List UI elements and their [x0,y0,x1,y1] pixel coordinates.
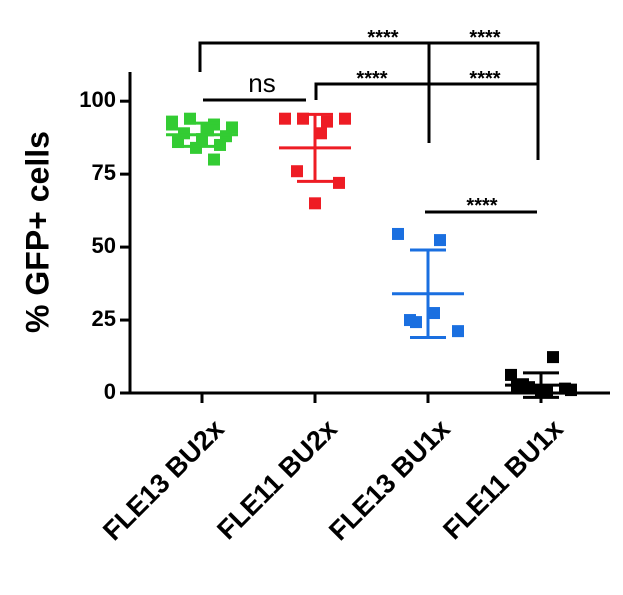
point [452,325,464,338]
annotation: ns [248,68,275,98]
y-tick-label: 75 [92,160,116,185]
y-tick-label: 25 [92,306,116,331]
annotation: **** [469,27,500,49]
annotation: **** [466,195,497,217]
x-tick-label: FLE11 BU1x [437,414,569,546]
bracket [314,82,538,143]
y-tick-label: 100 [79,87,116,112]
point [505,368,517,381]
point [309,197,321,210]
y-tick-label: 0 [104,379,116,404]
x-tick-label: FLE13 BU1x [323,414,456,547]
point [339,112,351,125]
point [279,112,291,125]
point [166,118,178,131]
point [428,307,440,320]
error-bar [410,248,446,340]
error-bar [184,121,220,148]
annotation: **** [356,68,387,90]
y-tick-label: 50 [92,233,116,258]
point [321,115,333,128]
point [208,153,220,166]
annotation: **** [469,68,500,90]
point [172,136,184,149]
point [291,165,303,178]
error-bar [523,371,559,399]
brackets [198,41,540,214]
error-bar [297,112,333,183]
annotation: **** [367,27,398,49]
point [404,314,416,327]
point [434,234,446,247]
y-axis-label: % GFP+ cells [19,131,55,333]
x-tick-label: FLE13 BU2x [97,414,230,547]
point [315,127,327,140]
point [333,176,345,189]
point [392,227,404,240]
point [547,351,559,364]
